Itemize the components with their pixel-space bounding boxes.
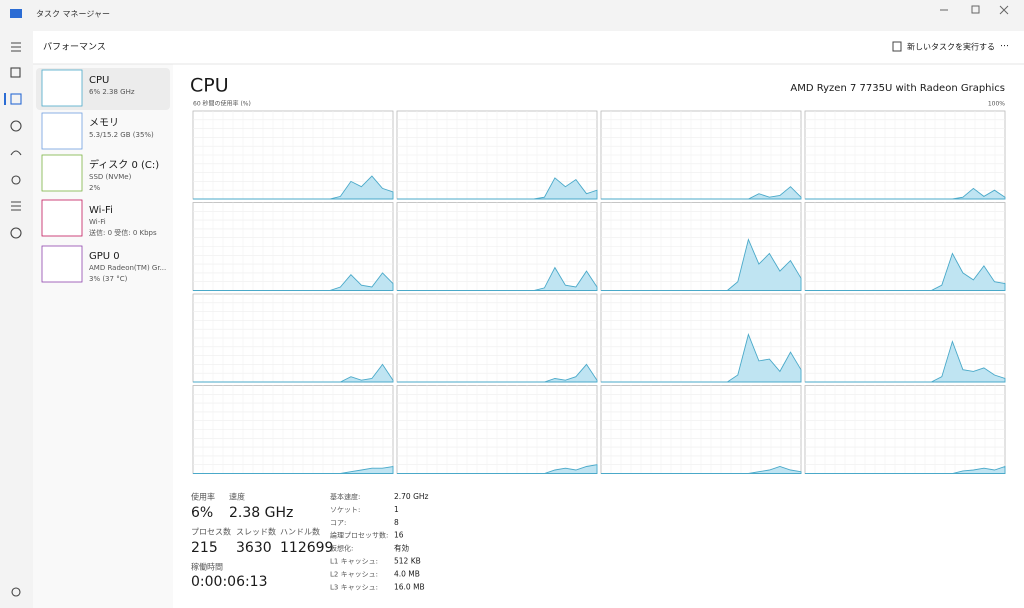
nav-settings[interactable] xyxy=(11,587,21,597)
detail-label: ソケット: xyxy=(330,506,360,514)
sidebar-item-detail: SSD (NVMe) xyxy=(89,173,132,181)
detail-label: 論理プロセッサ数: xyxy=(330,531,388,540)
stat-label: 使用率 xyxy=(191,492,215,502)
stat-value: 112699 xyxy=(280,540,333,556)
sidebar-item-detail: 2% xyxy=(89,184,100,192)
stat-label: 稼働時間 xyxy=(191,562,223,572)
stat-value: 0:00:06:13 xyxy=(191,574,268,590)
detail-value: 有効 xyxy=(394,543,409,553)
nav-processes[interactable] xyxy=(10,67,21,78)
detail-label: L2 キャッシュ: xyxy=(330,570,378,578)
core-usage-area xyxy=(601,186,802,200)
processor-name: AMD Ryzen 7 7735U with Radeon Graphics xyxy=(790,83,1005,94)
sidebar-thumbnail xyxy=(41,154,83,192)
core-usage-area xyxy=(601,238,802,291)
stat-label: 速度 xyxy=(229,492,245,502)
detail-value: 512 KB xyxy=(394,557,421,566)
stat-value: 2.38 GHz xyxy=(229,505,293,521)
sidebar-thumbnail xyxy=(41,69,83,107)
detail-value: 1 xyxy=(394,505,399,514)
sidebar-item-detail: 6% 2.38 GHz xyxy=(89,88,135,96)
detail-value: 16.0 MB xyxy=(394,582,425,591)
maximize-button[interactable] xyxy=(971,5,980,14)
close-button[interactable] xyxy=(999,5,1009,15)
sidebar-item-name: CPU xyxy=(89,75,109,86)
sidebar-item-detail: 5.3/15.2 GB (35%) xyxy=(89,131,154,139)
stat-value: 6% xyxy=(191,505,213,521)
sidebar-item-detail: 3% (37 °C) xyxy=(89,275,128,283)
nav-services[interactable] xyxy=(10,227,22,239)
sidebar-item-name: メモリ xyxy=(89,118,119,129)
sidebar-item-detail: AMD Radeon(TM) Gr... xyxy=(89,264,166,272)
nav-details[interactable] xyxy=(11,201,21,211)
detail-label: 基本速度: xyxy=(330,492,360,501)
stat-label: ハンドル数 xyxy=(280,527,320,537)
core-usage-area xyxy=(805,252,1006,291)
detail-label: L1 キャッシュ: xyxy=(330,558,378,566)
stat-label: プロセス数 xyxy=(191,527,231,537)
page-title: パフォーマンス xyxy=(43,42,106,53)
core-usage-area xyxy=(805,187,1006,200)
detail-value: 4.0 MB xyxy=(394,569,420,578)
sidebar-item-name: Wi-Fi xyxy=(89,205,113,216)
core-usage-area xyxy=(397,363,598,383)
detail-value: 2.70 GHz xyxy=(394,492,429,501)
sidebar-item-detail: 送信: 0 受信: 0 Kbps xyxy=(89,228,157,237)
core-usage-area xyxy=(397,464,598,474)
core-usage-area xyxy=(805,465,1006,474)
detail-value: 16 xyxy=(394,531,404,540)
core-usage-area xyxy=(601,466,802,474)
core-usage-area xyxy=(805,340,1006,383)
stat-label: スレッド数 xyxy=(236,527,276,537)
sidebar-thumbnail xyxy=(41,112,83,150)
app-icon xyxy=(10,9,22,18)
sidebar-thumbnail xyxy=(41,245,83,283)
graph-label: 60 秒間の使用率 (%) xyxy=(193,100,251,108)
sidebar-item-name: GPU 0 xyxy=(89,251,120,262)
graph-max-label: 100% xyxy=(988,101,1005,108)
stat-value: 215 xyxy=(191,540,218,556)
run-task-icon[interactable] xyxy=(892,41,902,52)
detail-value: 8 xyxy=(394,518,399,527)
detail-label: コア: xyxy=(330,519,346,527)
nav-performance[interactable] xyxy=(10,93,22,105)
nav-selected-indicator xyxy=(4,93,6,105)
detail-label: L3 キャッシュ: xyxy=(330,583,378,591)
nav-startup[interactable] xyxy=(10,150,22,156)
more-button[interactable]: ⋯ xyxy=(1000,42,1009,52)
run-task-button[interactable]: 新しいタスクを実行する xyxy=(907,42,995,52)
core-usage-area xyxy=(193,363,394,383)
nav-app-history[interactable] xyxy=(10,120,22,132)
core-usage-area xyxy=(193,465,394,474)
sidebar-thumbnail xyxy=(41,199,83,237)
stat-value: 3630 xyxy=(236,540,272,556)
window-title: タスク マネージャー xyxy=(36,10,110,19)
main-title: CPU xyxy=(190,75,229,97)
core-usage-area xyxy=(193,175,394,200)
core-usage-area xyxy=(601,333,802,383)
detail-label: 仮想化: xyxy=(330,544,353,553)
sidebar-item-detail: Wi-Fi xyxy=(89,218,106,226)
nav-users[interactable] xyxy=(11,175,21,185)
sidebar-item-name: ディスク 0 (C:) xyxy=(89,158,159,171)
core-usage-area xyxy=(397,266,598,291)
menu-button[interactable] xyxy=(11,42,21,52)
core-usage-area xyxy=(397,177,598,200)
core-usage-area xyxy=(193,272,394,291)
